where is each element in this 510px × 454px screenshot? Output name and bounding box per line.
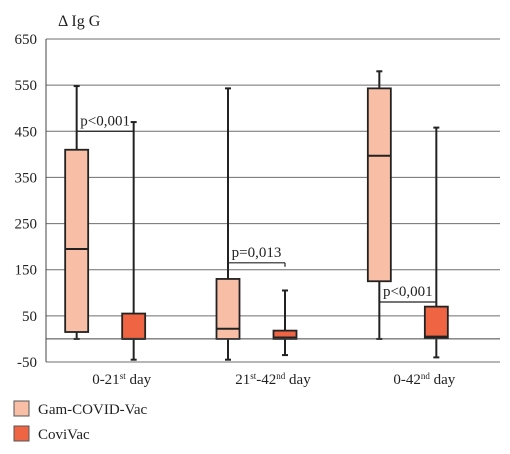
y-tick-label: 50 [22, 309, 37, 325]
y-tick-label: 150 [15, 263, 38, 279]
box-covivac [121, 121, 147, 361]
p-value-label: p<0,001 [80, 113, 130, 129]
box-body [215, 278, 241, 340]
y-tick-label: -50 [17, 355, 37, 371]
legend-swatch [13, 400, 30, 417]
box-gam-covid-vac [215, 87, 241, 361]
box-covivac [423, 126, 449, 359]
x-category-label: 0-42nd day [393, 371, 455, 388]
y-tick-label: 350 [15, 170, 38, 186]
p-value-label: p<0,001 [383, 284, 433, 300]
legend: Gam-COVID-Vac CoviVac [13, 400, 147, 443]
y-axis-label: Δ Ig G [58, 13, 101, 30]
axis-layer: -50 50 150 250 350 450 550 650 0-21st day 21st-42… [15, 32, 500, 388]
plot-layer: p<0,001 p=0,013 p<0,001 [64, 70, 449, 361]
y-tick-label: 450 [15, 124, 38, 140]
box-gam-covid-vac [64, 85, 90, 340]
box-body [423, 305, 449, 339]
box-gam-covid-vac [366, 70, 392, 340]
y-tick-label: 250 [15, 217, 38, 233]
box-body [121, 312, 147, 340]
legend-label: Gam-COVID-Vac [38, 402, 147, 418]
legend-swatch [13, 425, 30, 442]
box-body [64, 148, 90, 333]
y-tick-label: 550 [15, 78, 38, 94]
x-category-label: 0-21st day [92, 371, 151, 388]
y-tick-label: 650 [15, 32, 38, 48]
box-covivac [272, 289, 298, 357]
p-value-label: p=0,013 [232, 245, 282, 261]
box-body [366, 87, 392, 283]
legend-label: CoviVac [38, 427, 90, 443]
x-category-label: 21st-42nd day [235, 371, 311, 388]
